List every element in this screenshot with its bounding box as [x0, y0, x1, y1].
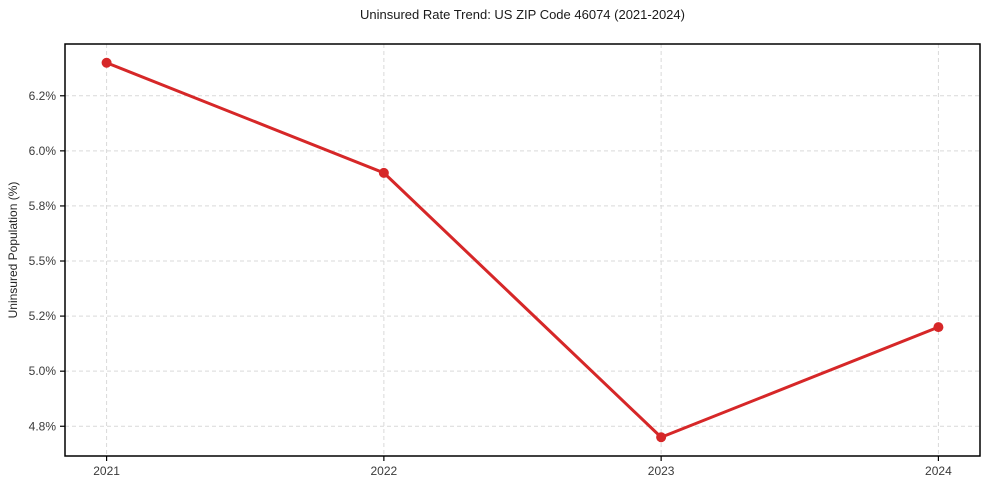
y-tick-label: 5.8% — [29, 199, 57, 213]
plot-border — [64, 43, 981, 457]
y-tick-label: 6.0% — [29, 144, 57, 158]
x-tick-label: 2021 — [93, 464, 120, 478]
y-tick-label: 5.2% — [29, 309, 57, 323]
data-point-2021 — [101, 57, 112, 68]
data-point-2024 — [933, 322, 944, 333]
y-tick-label: 5.5% — [29, 254, 57, 268]
y-tick-label: 4.8% — [29, 419, 57, 433]
x-tick-label: 2022 — [371, 464, 398, 478]
data-point-2022 — [378, 167, 389, 178]
y-axis-label: Uninsured Population (%) — [6, 181, 20, 319]
x-tick-label: 2023 — [648, 464, 675, 478]
trend-line — [105, 61, 940, 439]
data-point-2023 — [656, 432, 667, 443]
x-tick-label: 2024 — [925, 464, 952, 478]
y-tick-label: 6.2% — [29, 89, 57, 103]
chart-title: Uninsured Rate Trend: US ZIP Code 46074 … — [360, 7, 685, 22]
y-tick-label: 5.0% — [29, 364, 57, 378]
